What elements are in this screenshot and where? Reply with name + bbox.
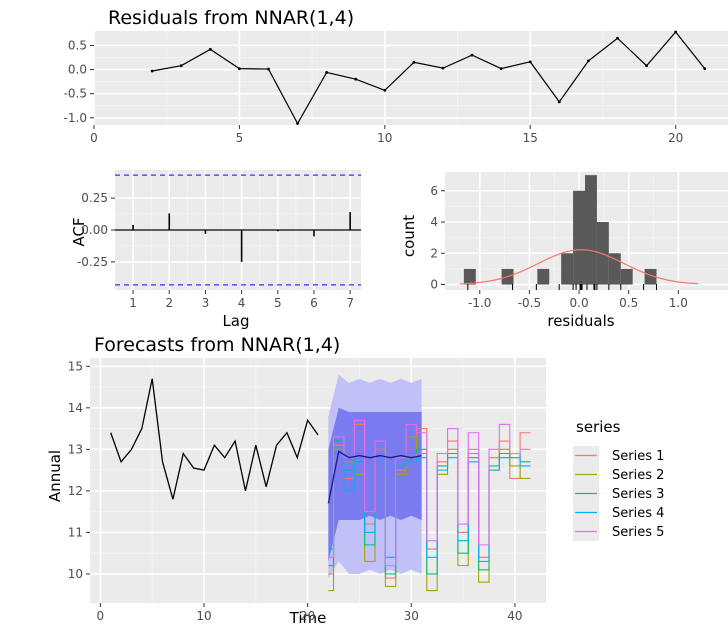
- residuals-title: Residuals from NNAR(1,4): [108, 7, 354, 29]
- residuals-point: [528, 60, 532, 64]
- residuals-point: [325, 71, 329, 74]
- residuals-point: [499, 67, 503, 70]
- forecast-panel: 10 11 12 13 14 15 0 10 20 30 40: [68, 358, 546, 623]
- legend: Series 1 Series 2 Series 3 Series 4 Series 5: [573, 446, 664, 541]
- legend-label: Series 3: [612, 487, 664, 502]
- hist-bar: [573, 190, 586, 285]
- hist-bar: [561, 253, 574, 285]
- forecast-xtick-label: 40: [507, 609, 522, 623]
- residuals-point: [674, 30, 678, 34]
- forecast-background: [90, 358, 546, 603]
- hist-xtick-label: 1.0: [669, 296, 688, 310]
- residuals-point: [267, 67, 270, 71]
- hist-xtick-label: 0.0: [570, 296, 589, 310]
- hist-xtick-label: -1.0: [468, 296, 491, 310]
- residuals-point: [383, 88, 387, 92]
- forecast-ytick-label: 13: [68, 442, 83, 456]
- hist-ytick-label: 6: [430, 184, 438, 198]
- legend-label: Series 4: [612, 506, 664, 521]
- residuals-point: [470, 53, 474, 57]
- acf-xtick-label: 7: [346, 296, 354, 310]
- residuals-point: [557, 100, 561, 104]
- residuals-xtick-label: 20: [668, 131, 683, 145]
- acf-xtick-label: 1: [129, 296, 137, 310]
- residuals-point: [587, 59, 590, 63]
- forecast-xtick-label: 20: [300, 609, 315, 623]
- legend-label: Series 2: [612, 468, 664, 483]
- forecast-title: Forecasts from NNAR(1,4): [94, 334, 340, 356]
- hist-xtick-label: 0.5: [619, 296, 638, 310]
- residuals-series-line: [152, 31, 706, 125]
- hist-bar: [585, 175, 597, 285]
- residuals-xtick-label: 5: [236, 131, 244, 145]
- residuals-background: [94, 31, 728, 125]
- forecast-ytick-label: 12: [68, 484, 83, 498]
- forecast-xlabel: Time: [289, 609, 327, 627]
- hist-bar: [463, 268, 476, 285]
- acf-xtick-label: 4: [238, 296, 246, 310]
- forecast-xtick-label: 10: [196, 609, 211, 623]
- forecast-xtick-label: 0: [97, 609, 105, 623]
- residuals-point: [354, 77, 358, 81]
- hist-density-curve: [459, 249, 699, 285]
- hist-bar: [644, 268, 657, 285]
- residuals-point: [645, 64, 648, 68]
- forecast-ytick-label: 14: [68, 401, 83, 415]
- acf-panel: -0.25 0.00 0.25 1 2 3 4 5 6 7: [77, 170, 361, 310]
- residuals-point: [616, 36, 619, 40]
- residuals-xtick-label: 15: [523, 131, 538, 145]
- forecast-ytick-label: 11: [68, 525, 83, 539]
- acf-xtick-label: 5: [274, 296, 282, 310]
- acf-xtick-label: 3: [202, 296, 210, 310]
- residuals-ytick-label: -1.0: [64, 111, 87, 125]
- hist-ytick-label: 0: [430, 278, 438, 292]
- hist-bar: [620, 268, 633, 285]
- acf-xtick-label: 6: [310, 296, 318, 310]
- acf-ylabel: ACF: [70, 217, 88, 246]
- residuals-ytick-label: 0.0: [68, 63, 87, 77]
- hist-ytick-label: 2: [430, 246, 438, 260]
- residuals-xtick-label: 0: [90, 131, 98, 145]
- forecast-series-line-3: [328, 440, 531, 575]
- residuals-panel: -1.0 -0.5 0.0 0.5 0 5 10 15 20: [64, 30, 728, 145]
- legend-title: series: [576, 418, 621, 436]
- residuals-ytick-label: -0.5: [64, 87, 87, 101]
- residuals-point: [412, 60, 416, 64]
- acf-ytick-label: -0.25: [77, 255, 108, 269]
- forecast-ytick-label: 10: [68, 567, 83, 581]
- acf-ytick-label: 0.00: [81, 223, 108, 237]
- residuals-point: [703, 67, 707, 70]
- forecast-xtick-label: 30: [404, 609, 419, 623]
- forecast-series-line-4: [328, 452, 531, 563]
- residuals-point: [296, 122, 299, 125]
- hist-xtick-label: -0.5: [518, 296, 541, 310]
- hist-bar: [537, 268, 550, 285]
- legend-label: Series 5: [612, 525, 664, 540]
- forecast-mean-line: [327, 450, 422, 504]
- forecast-history-line: [110, 378, 319, 500]
- hist-bar: [596, 222, 609, 285]
- forecast-ytick-label: 15: [68, 359, 83, 373]
- acf-xtick-label: 2: [165, 296, 173, 310]
- histogram-panel: 0 2 4 6 -1.0 -0.5 0.0 0.5 1.0: [430, 172, 728, 310]
- hist-ytick-label: 4: [430, 215, 438, 229]
- residuals-xtick-label: 10: [377, 131, 392, 145]
- residuals-point: [179, 64, 183, 68]
- acf-ytick-label: 0.25: [81, 191, 108, 205]
- hist-bar: [608, 253, 621, 285]
- forecast-series-line-5: [328, 419, 531, 567]
- residuals-ytick-label: 0.5: [68, 38, 87, 52]
- hist-ylabel: count: [400, 215, 418, 257]
- residuals-point: [150, 69, 154, 73]
- forecast-ylabel: Annual: [46, 450, 64, 502]
- residuals-point: [441, 66, 445, 70]
- hist-xlabel: residuals: [547, 312, 614, 330]
- residuals-point: [238, 67, 241, 70]
- residuals-point: [208, 47, 212, 51]
- legend-label: Series 1: [612, 449, 664, 464]
- acf-xlabel: Lag: [222, 312, 249, 330]
